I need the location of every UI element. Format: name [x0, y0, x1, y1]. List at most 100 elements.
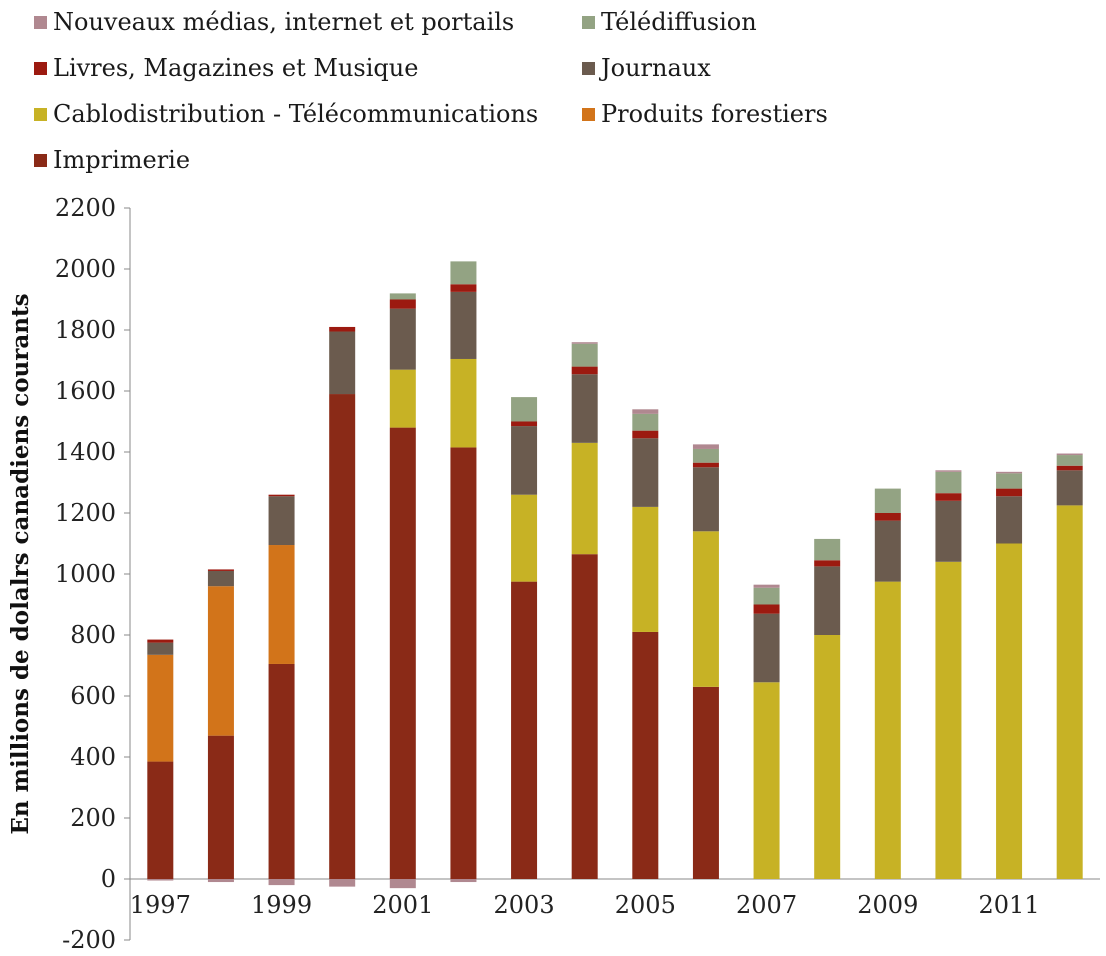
y-tick-label: 0 [101, 865, 116, 893]
bar-segment [753, 682, 780, 879]
bar-segment [329, 879, 356, 887]
bar-segment [207, 570, 234, 587]
legend-label: Journaux [601, 54, 711, 82]
x-tick-label: 2005 [615, 891, 676, 919]
bar-segment [935, 500, 962, 562]
bar-segment [207, 586, 234, 736]
legend-label: Nouveaux médias, internet et portails [53, 8, 515, 36]
bar-segment [268, 494, 295, 497]
bar-segment [996, 473, 1023, 489]
bar-segment [874, 520, 901, 582]
y-tick-label: 400 [70, 743, 116, 771]
bar-segment [450, 447, 477, 879]
bar-segment [571, 442, 598, 555]
legend-swatch [582, 107, 595, 121]
bar-segment [147, 879, 174, 881]
y-tick-label: 1800 [55, 316, 116, 344]
bar-segment [1056, 505, 1083, 879]
bar-segment [1056, 465, 1083, 471]
bar-segment [389, 308, 416, 370]
bar-segment [814, 560, 841, 567]
bar-segment [935, 471, 962, 494]
bar-segment [935, 470, 962, 472]
bar-segment [1056, 455, 1083, 466]
bar-segment [753, 604, 780, 614]
x-tick-label: 1997 [130, 891, 191, 919]
x-tick-label: 2003 [494, 891, 555, 919]
bar-segment [692, 686, 719, 879]
legend-label: Produits forestiers [601, 100, 828, 128]
legend-swatch [582, 15, 595, 29]
bar-segment [207, 879, 234, 883]
bar-segment [450, 879, 477, 883]
bar-segment [147, 639, 174, 643]
legend-label: Imprimerie [53, 146, 191, 174]
bar-segment [753, 587, 780, 605]
legend-swatch [34, 107, 47, 121]
x-tick-label: 2009 [857, 891, 918, 919]
bar-segment [329, 331, 356, 395]
bar-segment [147, 654, 174, 762]
bar-segment [874, 488, 901, 513]
bar-segment [207, 735, 234, 879]
x-tick-label: 1999 [251, 891, 312, 919]
bar-segment [996, 471, 1023, 474]
bar-segment [1056, 453, 1083, 456]
bar-segment [268, 663, 295, 879]
bar-segment [450, 261, 477, 285]
bar-segment [632, 413, 659, 431]
legend-item: Cablodistribution - Télécommunications [34, 100, 538, 128]
bar-segment [450, 358, 477, 448]
bar-segment [329, 326, 356, 332]
bar-segment [571, 366, 598, 375]
bar-segment [268, 879, 295, 886]
y-tick-label: 2200 [55, 194, 116, 222]
bar-segment [692, 467, 719, 532]
legend-swatch [582, 61, 595, 75]
y-tick-label: 600 [70, 682, 116, 710]
x-tick-label: 2011 [979, 891, 1040, 919]
bar-segment [632, 631, 659, 879]
bar-segment [389, 369, 416, 428]
legend-swatch [34, 61, 47, 75]
legend-swatch [34, 15, 47, 29]
bar-segment [389, 299, 416, 309]
bar-segment [996, 496, 1023, 544]
bar-segment [874, 581, 901, 879]
bar-segment [996, 543, 1023, 879]
legend-item: Livres, Magazines et Musique [34, 54, 418, 82]
y-tick-label: 1000 [55, 560, 116, 588]
bar-segment [147, 761, 174, 879]
legend-item: Télédiffusion [582, 8, 757, 36]
bar-segment [329, 394, 356, 879]
bar-segment [935, 561, 962, 879]
bar-segment [511, 581, 538, 879]
bar-segment [389, 879, 416, 889]
bar-segment [632, 409, 659, 414]
legend-item: Nouveaux médias, internet et portails [34, 8, 514, 36]
bar-segment [207, 569, 234, 571]
bar-segment [1056, 470, 1083, 506]
bar-segment [268, 496, 295, 546]
y-tick-label: 1400 [55, 438, 116, 466]
bar-segment [753, 584, 780, 588]
bar-segment [571, 374, 598, 443]
legend-label: Cablodistribution - Télécommunications [53, 100, 539, 128]
bar-segment [571, 343, 598, 367]
x-tick-label: 2007 [736, 891, 797, 919]
y-tick-label: 1600 [55, 377, 116, 405]
bar-segment [632, 430, 659, 439]
legend-swatch [34, 153, 47, 167]
bar-segment [389, 427, 416, 879]
bar-segment [874, 513, 901, 521]
bar-segment [450, 284, 477, 292]
bar-segment [753, 613, 780, 683]
y-tick-label: 2000 [55, 255, 116, 283]
bar-segment [814, 566, 841, 635]
bar-segment [814, 538, 841, 561]
bar-segment [814, 635, 841, 879]
bar-segment [571, 554, 598, 879]
bar-segment [692, 448, 719, 463]
